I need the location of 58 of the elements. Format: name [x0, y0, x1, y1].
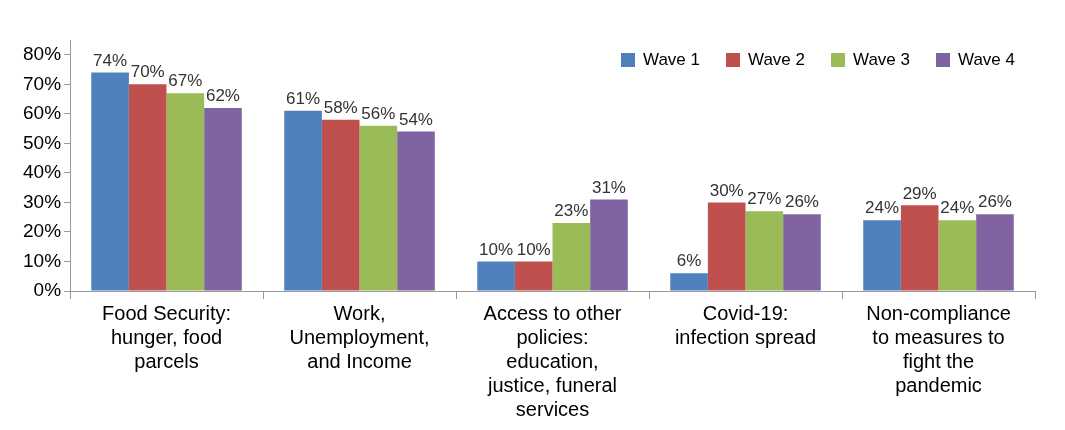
- legend-label: Wave 2: [748, 49, 806, 69]
- bar: [938, 220, 977, 291]
- data-label: 27%: [747, 189, 782, 209]
- data-label: 58%: [323, 97, 358, 117]
- data-label: 10%: [516, 239, 551, 259]
- x-tick-label: Access to other policies: education, justice, funeral services: [483, 301, 622, 420]
- y-tick-label: 40%: [23, 161, 62, 183]
- x-tick-label: Food Security: hunger, food parcels: [102, 301, 231, 372]
- bar: [204, 107, 242, 291]
- bar: [745, 211, 784, 291]
- bar: [900, 205, 939, 291]
- data-label: 30%: [709, 180, 744, 200]
- bar: [670, 273, 708, 291]
- bar: [321, 119, 360, 291]
- bar: [707, 202, 746, 291]
- bar: [976, 214, 1014, 291]
- y-tick-label: 50%: [23, 131, 62, 153]
- x-tick-label: Covid-19: infection spread: [674, 301, 817, 348]
- y-tick-label: 0%: [33, 279, 62, 301]
- y-tick-label: 70%: [23, 72, 62, 94]
- legend-label: Wave 3: [853, 49, 911, 69]
- data-label: 26%: [977, 192, 1012, 212]
- legend-label: Wave 1: [642, 49, 701, 69]
- bar: [552, 223, 591, 291]
- y-tick-label: 20%: [23, 220, 62, 242]
- data-label: 74%: [93, 50, 128, 70]
- bar: [128, 84, 167, 291]
- data-label: 6%: [676, 251, 702, 271]
- bar: [590, 199, 628, 291]
- data-label: 56%: [361, 103, 396, 123]
- bar: [863, 220, 901, 291]
- data-label: 29%: [902, 183, 937, 203]
- bar: [91, 72, 129, 291]
- data-label: 24%: [940, 198, 975, 218]
- data-label: 70%: [130, 62, 165, 82]
- data-label: 26%: [784, 192, 819, 212]
- data-label: 62%: [205, 86, 240, 106]
- data-label: 54%: [398, 109, 433, 129]
- y-tick-label: 10%: [23, 249, 62, 271]
- y-tick-label: 80%: [23, 43, 62, 64]
- data-label: 24%: [865, 198, 900, 218]
- legend-label: Wave 4: [958, 49, 1016, 69]
- bar: [284, 110, 322, 291]
- data-label: 61%: [286, 89, 321, 109]
- data-label: 10%: [479, 239, 514, 259]
- bar: [166, 93, 205, 291]
- bar: [359, 125, 398, 291]
- bar: [783, 214, 821, 291]
- y-tick-label: 60%: [23, 102, 62, 124]
- data-label: 23%: [554, 201, 589, 221]
- bar: [477, 261, 515, 291]
- x-tick-label: Non-compliance to measures to fight the pandemic: [866, 301, 1011, 396]
- x-tick-label: Work, Unemployment, and Income: [289, 301, 430, 372]
- bar: [514, 261, 553, 291]
- data-label: 67%: [168, 71, 203, 91]
- y-tick-label: 30%: [23, 190, 62, 212]
- data-label: 31%: [591, 177, 626, 197]
- bar: [397, 131, 435, 291]
